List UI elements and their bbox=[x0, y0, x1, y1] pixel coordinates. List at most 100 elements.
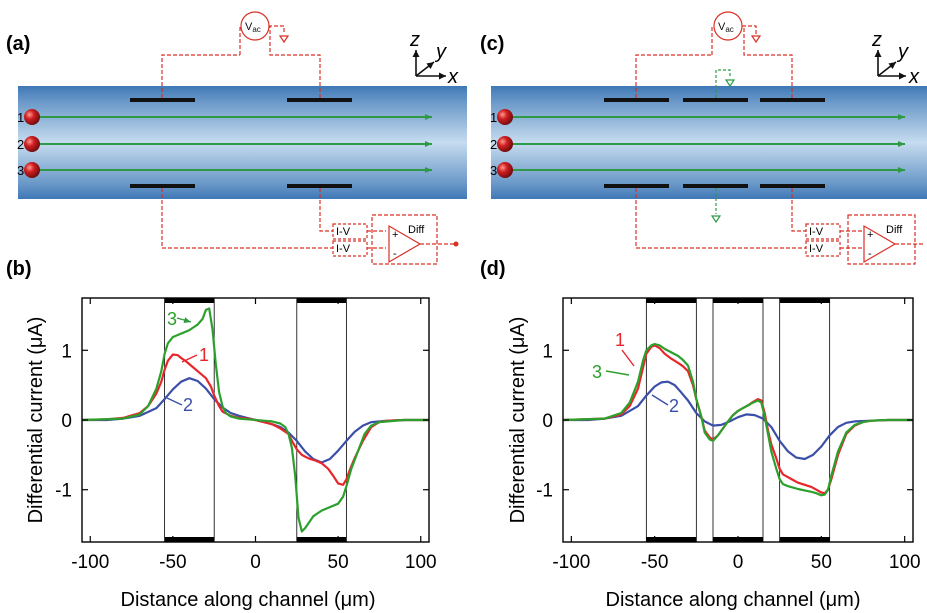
vac-label: Vac bbox=[245, 21, 261, 34]
plot-b: -100 -50 0 50 100 -1 0 1 bbox=[55, 297, 437, 573]
coordinate-axes-icon bbox=[412, 50, 446, 80]
panel-label-c: (c) bbox=[480, 33, 504, 55]
axis-y-label: y bbox=[434, 41, 447, 63]
diff-amplifier-icon bbox=[388, 224, 422, 264]
ground-icon bbox=[710, 215, 722, 224]
iv-label: I-V bbox=[809, 226, 824, 238]
x-tick-label: 100 bbox=[405, 552, 437, 573]
panel-label-a: (a) bbox=[6, 33, 30, 55]
particle-3 bbox=[24, 162, 40, 178]
electrode-bar-bottom bbox=[296, 537, 347, 542]
axis-x-label: x bbox=[908, 66, 920, 88]
iv-converter-box bbox=[332, 223, 368, 240]
coordinate-axes-icon bbox=[874, 50, 906, 80]
middle-electrode-ground-wiring bbox=[715, 69, 731, 214]
x-axis-label-d: Distance along channel (μm) bbox=[606, 589, 861, 611]
particle-label-3: 3 bbox=[17, 163, 24, 178]
series-line-3 bbox=[81, 307, 429, 533]
series-line-1 bbox=[562, 344, 913, 495]
particle-streams bbox=[509, 114, 905, 173]
amp-plus: + bbox=[867, 229, 873, 241]
diff-label: Diff bbox=[408, 224, 425, 236]
particle-2 bbox=[497, 136, 513, 152]
y-axis-label-b: Differential current (μA) bbox=[25, 317, 47, 524]
callout-1: 1 bbox=[615, 330, 625, 350]
ac-source-wiring bbox=[635, 25, 793, 98]
detection-wiring bbox=[635, 188, 916, 265]
schematic-c: 1 2 3 Vac I-V I-V + - bbox=[480, 11, 927, 265]
x-tick-label: 100 bbox=[889, 552, 921, 573]
electrode-bar-bottom bbox=[779, 537, 830, 542]
electrode-bar-top bbox=[779, 298, 830, 303]
particle-label-3: 3 bbox=[490, 163, 497, 178]
electrode-bar-top bbox=[296, 298, 347, 303]
x-tick-label: -50 bbox=[159, 552, 186, 573]
output-node bbox=[453, 241, 459, 247]
series-callouts-b: 3 1 2 bbox=[166, 309, 209, 415]
x-tick-label: 50 bbox=[811, 552, 832, 573]
callout-2: 2 bbox=[183, 395, 193, 415]
y-tick-label: 0 bbox=[61, 411, 72, 432]
particle-1 bbox=[24, 109, 40, 125]
electrode-bar-bottom bbox=[646, 537, 697, 542]
particle-2 bbox=[24, 136, 40, 152]
panel-label-d: (d) bbox=[480, 258, 506, 280]
channel-c bbox=[491, 86, 927, 199]
axis-z-label: z bbox=[409, 29, 420, 51]
iv-converter-box bbox=[805, 240, 841, 257]
vac-source-icon bbox=[240, 11, 270, 41]
ground-icon bbox=[278, 35, 290, 44]
diff-amplifier-icon bbox=[863, 224, 897, 264]
electrode-bar-top bbox=[646, 298, 697, 303]
particle-3 bbox=[497, 162, 513, 178]
x-tick-label: 0 bbox=[250, 552, 261, 573]
diff-label: Diff bbox=[886, 224, 903, 236]
detection-wiring bbox=[161, 188, 438, 265]
vac-source-icon bbox=[713, 11, 743, 41]
x-tick-label: -100 bbox=[71, 552, 109, 573]
y-tick-label: -1 bbox=[536, 481, 553, 502]
amp-minus: - bbox=[393, 248, 397, 260]
y-tick-label: 1 bbox=[61, 341, 72, 362]
axis-y-label: y bbox=[896, 41, 909, 63]
panel-label-b: (b) bbox=[6, 258, 32, 280]
schematic-a: 1 2 3 Vac I-V I-V + - Diff bbox=[6, 11, 467, 265]
plot-d: -100 -50 0 50 100 -1 0 1 bbox=[536, 297, 921, 573]
y-tick-label: 1 bbox=[542, 341, 553, 362]
iv-label: I-V bbox=[809, 243, 824, 255]
particle-1 bbox=[497, 109, 513, 125]
particle-label-1: 1 bbox=[490, 110, 497, 125]
particle-streams bbox=[36, 114, 432, 173]
y-tick-label: 0 bbox=[542, 411, 553, 432]
series-line-3 bbox=[562, 342, 913, 497]
axis-z-label: z bbox=[871, 29, 882, 51]
iv-converter-box bbox=[332, 240, 368, 257]
vac-label: Vac bbox=[718, 21, 734, 34]
y-axis-label-d: Differential current (μA) bbox=[507, 317, 529, 524]
x-axis-label-b: Distance along channel (μm) bbox=[121, 589, 376, 611]
x-tick-label: -100 bbox=[552, 552, 590, 573]
electrode-bar-top bbox=[164, 298, 215, 303]
amp-plus: + bbox=[392, 229, 398, 241]
electrode-bar-bottom bbox=[164, 537, 215, 542]
particle-label-2: 2 bbox=[490, 137, 497, 152]
x-tick-label: 0 bbox=[733, 552, 744, 573]
callout-2: 2 bbox=[669, 396, 679, 416]
iv-converter-box bbox=[805, 223, 841, 240]
iv-label: I-V bbox=[336, 226, 351, 238]
particle-label-1: 1 bbox=[17, 110, 24, 125]
ground-icon bbox=[750, 35, 762, 44]
y-tick-label: -1 bbox=[55, 481, 72, 502]
callout-3: 3 bbox=[592, 362, 602, 382]
series-callouts-d: 1 3 2 bbox=[592, 330, 679, 416]
callout-3: 3 bbox=[167, 309, 177, 329]
ac-source-wiring bbox=[161, 25, 321, 98]
channel-a bbox=[18, 86, 467, 199]
x-tick-label: -50 bbox=[641, 552, 668, 573]
ground-icon bbox=[724, 79, 736, 88]
axis-x-label: x bbox=[447, 66, 459, 88]
callout-1: 1 bbox=[199, 345, 209, 365]
amp-minus: - bbox=[868, 248, 872, 260]
x-tick-label: 50 bbox=[328, 552, 349, 573]
